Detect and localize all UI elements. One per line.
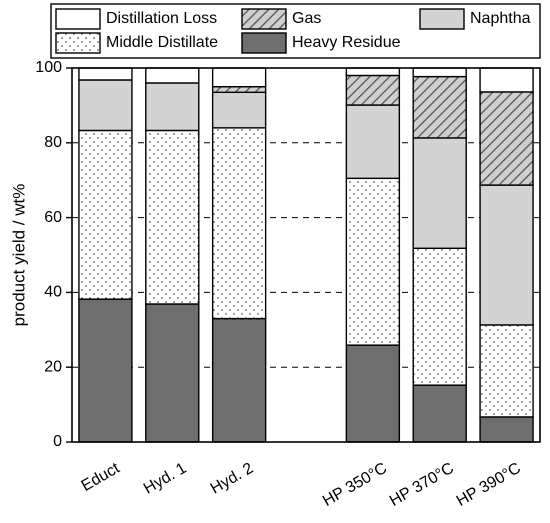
y-tick-label-40: 40 (44, 284, 62, 301)
legend-swatch-gas (241, 8, 287, 30)
bar-segment-heavy-residue-educt (78, 298, 133, 443)
y-axis: 0 20 40 60 80 100 (35, 59, 72, 450)
bar-segment-gas-hp-370-c (412, 75, 467, 139)
bar-segment-naphtha-hp-350-c (345, 104, 401, 180)
legend: Distillation Loss Gas Naphtha Middle Distil… (50, 3, 541, 59)
x-tick-label-hyd-2: Hyd. 2 (208, 460, 257, 498)
x-tick-label-hp-350-c: HP 350°C (320, 460, 390, 510)
bar-segment-distillation-loss-educt (78, 67, 133, 81)
bar-segment-distillation-loss-hyd-1 (145, 67, 200, 84)
x-axis: Educt Hyd. 1 Hyd. 2 HP 350°CHP 370°CHP 390°… (79, 459, 524, 510)
bar-segment-heavy-residue-hp-370-c (412, 384, 467, 443)
legend-label-heavy-residue: Heavy Residue (292, 34, 401, 51)
bar-segment-distillation-loss-hp-390-c (479, 67, 534, 93)
bar-segment-heavy-residue-hyd-1 (145, 303, 200, 443)
bar-segment-heavy-residue-hyd-2 (211, 317, 267, 443)
bar-segment-middle-distillate-hp-350-c (345, 177, 401, 346)
legend-label-middle-distillate: Middle Distillate (106, 34, 218, 51)
y-axis-title: product yield / wt% (9, 184, 28, 327)
y-tick-label-100: 100 (35, 59, 62, 76)
bar-segment-naphtha-hyd-2 (211, 91, 267, 129)
legend-label-gas: Gas (292, 10, 321, 27)
bar-segment-gas-hp-390-c (479, 91, 534, 186)
legend-label-distillation-loss: Distillation Loss (106, 10, 217, 27)
bar-segment-naphtha-hp-370-c (412, 137, 467, 249)
legend-swatch-middle-distillate (55, 32, 101, 54)
x-tick-label-hp-370-c: HP 370°C (387, 460, 457, 510)
bar-segment-naphtha-hp-390-c (479, 184, 534, 326)
bar-segment-heavy-residue-hp-390-c (479, 416, 534, 443)
plot-frame (71, 67, 541, 443)
bar-segment-gas-hyd-2 (211, 85, 267, 94)
y-tick-label-20: 20 (44, 358, 62, 375)
x-tick-label-educt: Educt (79, 459, 123, 494)
bar-segment-distillation-loss-hp-350-c (345, 67, 401, 77)
bar-segment-gas-hp-350-c (345, 74, 401, 106)
bar-segment-middle-distillate-hyd-1 (145, 129, 200, 305)
bar-segment-heavy-residue-hp-350-c (345, 344, 401, 443)
legend-swatch-heavy-residue (241, 32, 287, 54)
bar-segment-distillation-loss-hp-370-c (412, 67, 467, 78)
legend-swatch-naphtha (419, 8, 465, 30)
y-tick-label-60: 60 (44, 209, 62, 226)
bar-segment-naphtha-hyd-1 (145, 82, 200, 132)
plot-area (71, 67, 541, 443)
bar-segment-middle-distillate-hp-390-c (479, 324, 534, 418)
x-tick-label-hp-390-c: HP 390°C (454, 460, 524, 510)
y-tick-label-0: 0 (53, 433, 62, 450)
bar-segment-middle-distillate-hyd-2 (211, 127, 267, 320)
y-tick-label-80: 80 (44, 134, 62, 151)
bar-segment-distillation-loss-hyd-2 (211, 67, 267, 88)
bar-segment-naphtha-educt (78, 79, 133, 132)
legend-swatch-distillation-loss (55, 8, 101, 30)
bar-segment-middle-distillate-hp-370-c (412, 247, 467, 386)
x-tick-label-hyd-1: Hyd. 1 (141, 460, 190, 498)
legend-label-naphtha: Naphtha (470, 10, 531, 27)
bar-segment-middle-distillate-educt (78, 129, 133, 300)
